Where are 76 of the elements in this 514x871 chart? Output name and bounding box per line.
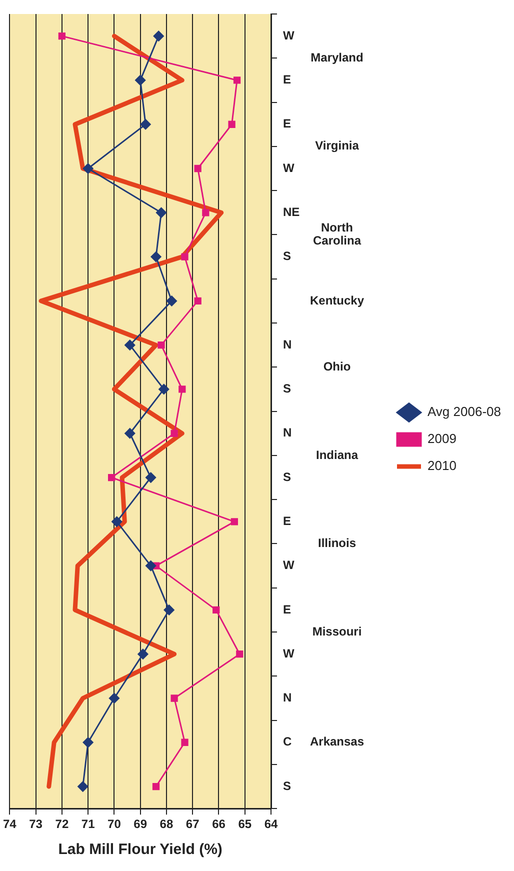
- x-tick-label: 73: [29, 817, 43, 832]
- y-tick-label: E: [283, 602, 292, 616]
- text: Kentucky: [310, 293, 364, 308]
- point: [158, 384, 170, 394]
- x-tick-label: 74: [2, 817, 17, 832]
- point: [170, 430, 178, 437]
- text: North Carolina: [312, 220, 362, 248]
- point: [156, 207, 166, 218]
- point: [194, 297, 202, 305]
- x-tick-label: 66: [212, 817, 226, 832]
- point: [135, 74, 146, 86]
- point: [194, 164, 202, 172]
- y-tick-label: S: [283, 382, 292, 396]
- point: [108, 692, 120, 704]
- y-tick-label: C: [283, 734, 292, 749]
- y-tick-label: NE: [283, 204, 300, 219]
- point: [228, 120, 236, 128]
- point: [146, 560, 156, 572]
- point: [152, 782, 160, 790]
- point: [236, 650, 244, 658]
- point: [82, 163, 94, 174]
- x-tick-label: 69: [134, 817, 148, 832]
- point: [58, 32, 66, 40]
- x-tick-label: 67: [186, 817, 200, 832]
- legend-label: Avg 2006-08: [428, 404, 501, 420]
- y-tick-label: W: [283, 558, 295, 572]
- text: Maryland: [310, 50, 364, 64]
- point: [78, 781, 88, 792]
- point: [158, 342, 165, 349]
- point: [153, 30, 164, 42]
- point: [202, 209, 210, 216]
- y-tick-label: W: [283, 646, 295, 660]
- y-tick-label: W: [283, 28, 295, 42]
- x-tick-label: 64: [264, 817, 278, 832]
- text: Missouri: [312, 624, 362, 638]
- point: [150, 252, 162, 262]
- x-tick-label: 70: [108, 817, 122, 832]
- point: [138, 648, 148, 660]
- y-tick-label: N: [283, 426, 292, 440]
- point: [108, 474, 116, 482]
- x-tick-label: 65: [238, 817, 252, 832]
- point: [112, 516, 122, 527]
- y-tick-label: N: [283, 337, 292, 352]
- point: [164, 604, 174, 616]
- point: [170, 694, 178, 702]
- point: [124, 340, 136, 350]
- y-tick-label: S: [283, 778, 292, 793]
- y-tick-label: S: [283, 249, 292, 264]
- point: [230, 518, 238, 526]
- point: [140, 119, 151, 130]
- legend-label: 2010: [428, 458, 456, 474]
- legend-label: 2009: [428, 431, 456, 446]
- text: Indiana: [316, 448, 358, 462]
- text: Arkansas: [310, 734, 364, 749]
- point: [178, 386, 186, 393]
- x-axis-title: Lab Mill Flour Yield (%): [58, 841, 222, 858]
- y-tick-label: S: [283, 470, 292, 484]
- y-tick-label: E: [283, 116, 292, 131]
- point: [124, 428, 136, 439]
- text: Ohio: [323, 359, 351, 374]
- text: Virginia: [315, 138, 360, 153]
- y-tick-label: N: [283, 690, 292, 705]
- x-tick-label: 68: [160, 817, 174, 832]
- point: [146, 472, 156, 483]
- y-tick-label: E: [283, 72, 292, 87]
- point: [181, 253, 188, 260]
- x-tick-label: 72: [55, 817, 69, 832]
- y-tick-label: E: [283, 514, 292, 528]
- point: [233, 76, 241, 84]
- point: [212, 606, 220, 614]
- point: [181, 738, 188, 746]
- x-tick-label: 71: [81, 817, 96, 832]
- point: [166, 296, 177, 306]
- point: [82, 737, 94, 748]
- text: Illinois: [318, 536, 356, 550]
- y-tick-label: W: [283, 160, 295, 175]
